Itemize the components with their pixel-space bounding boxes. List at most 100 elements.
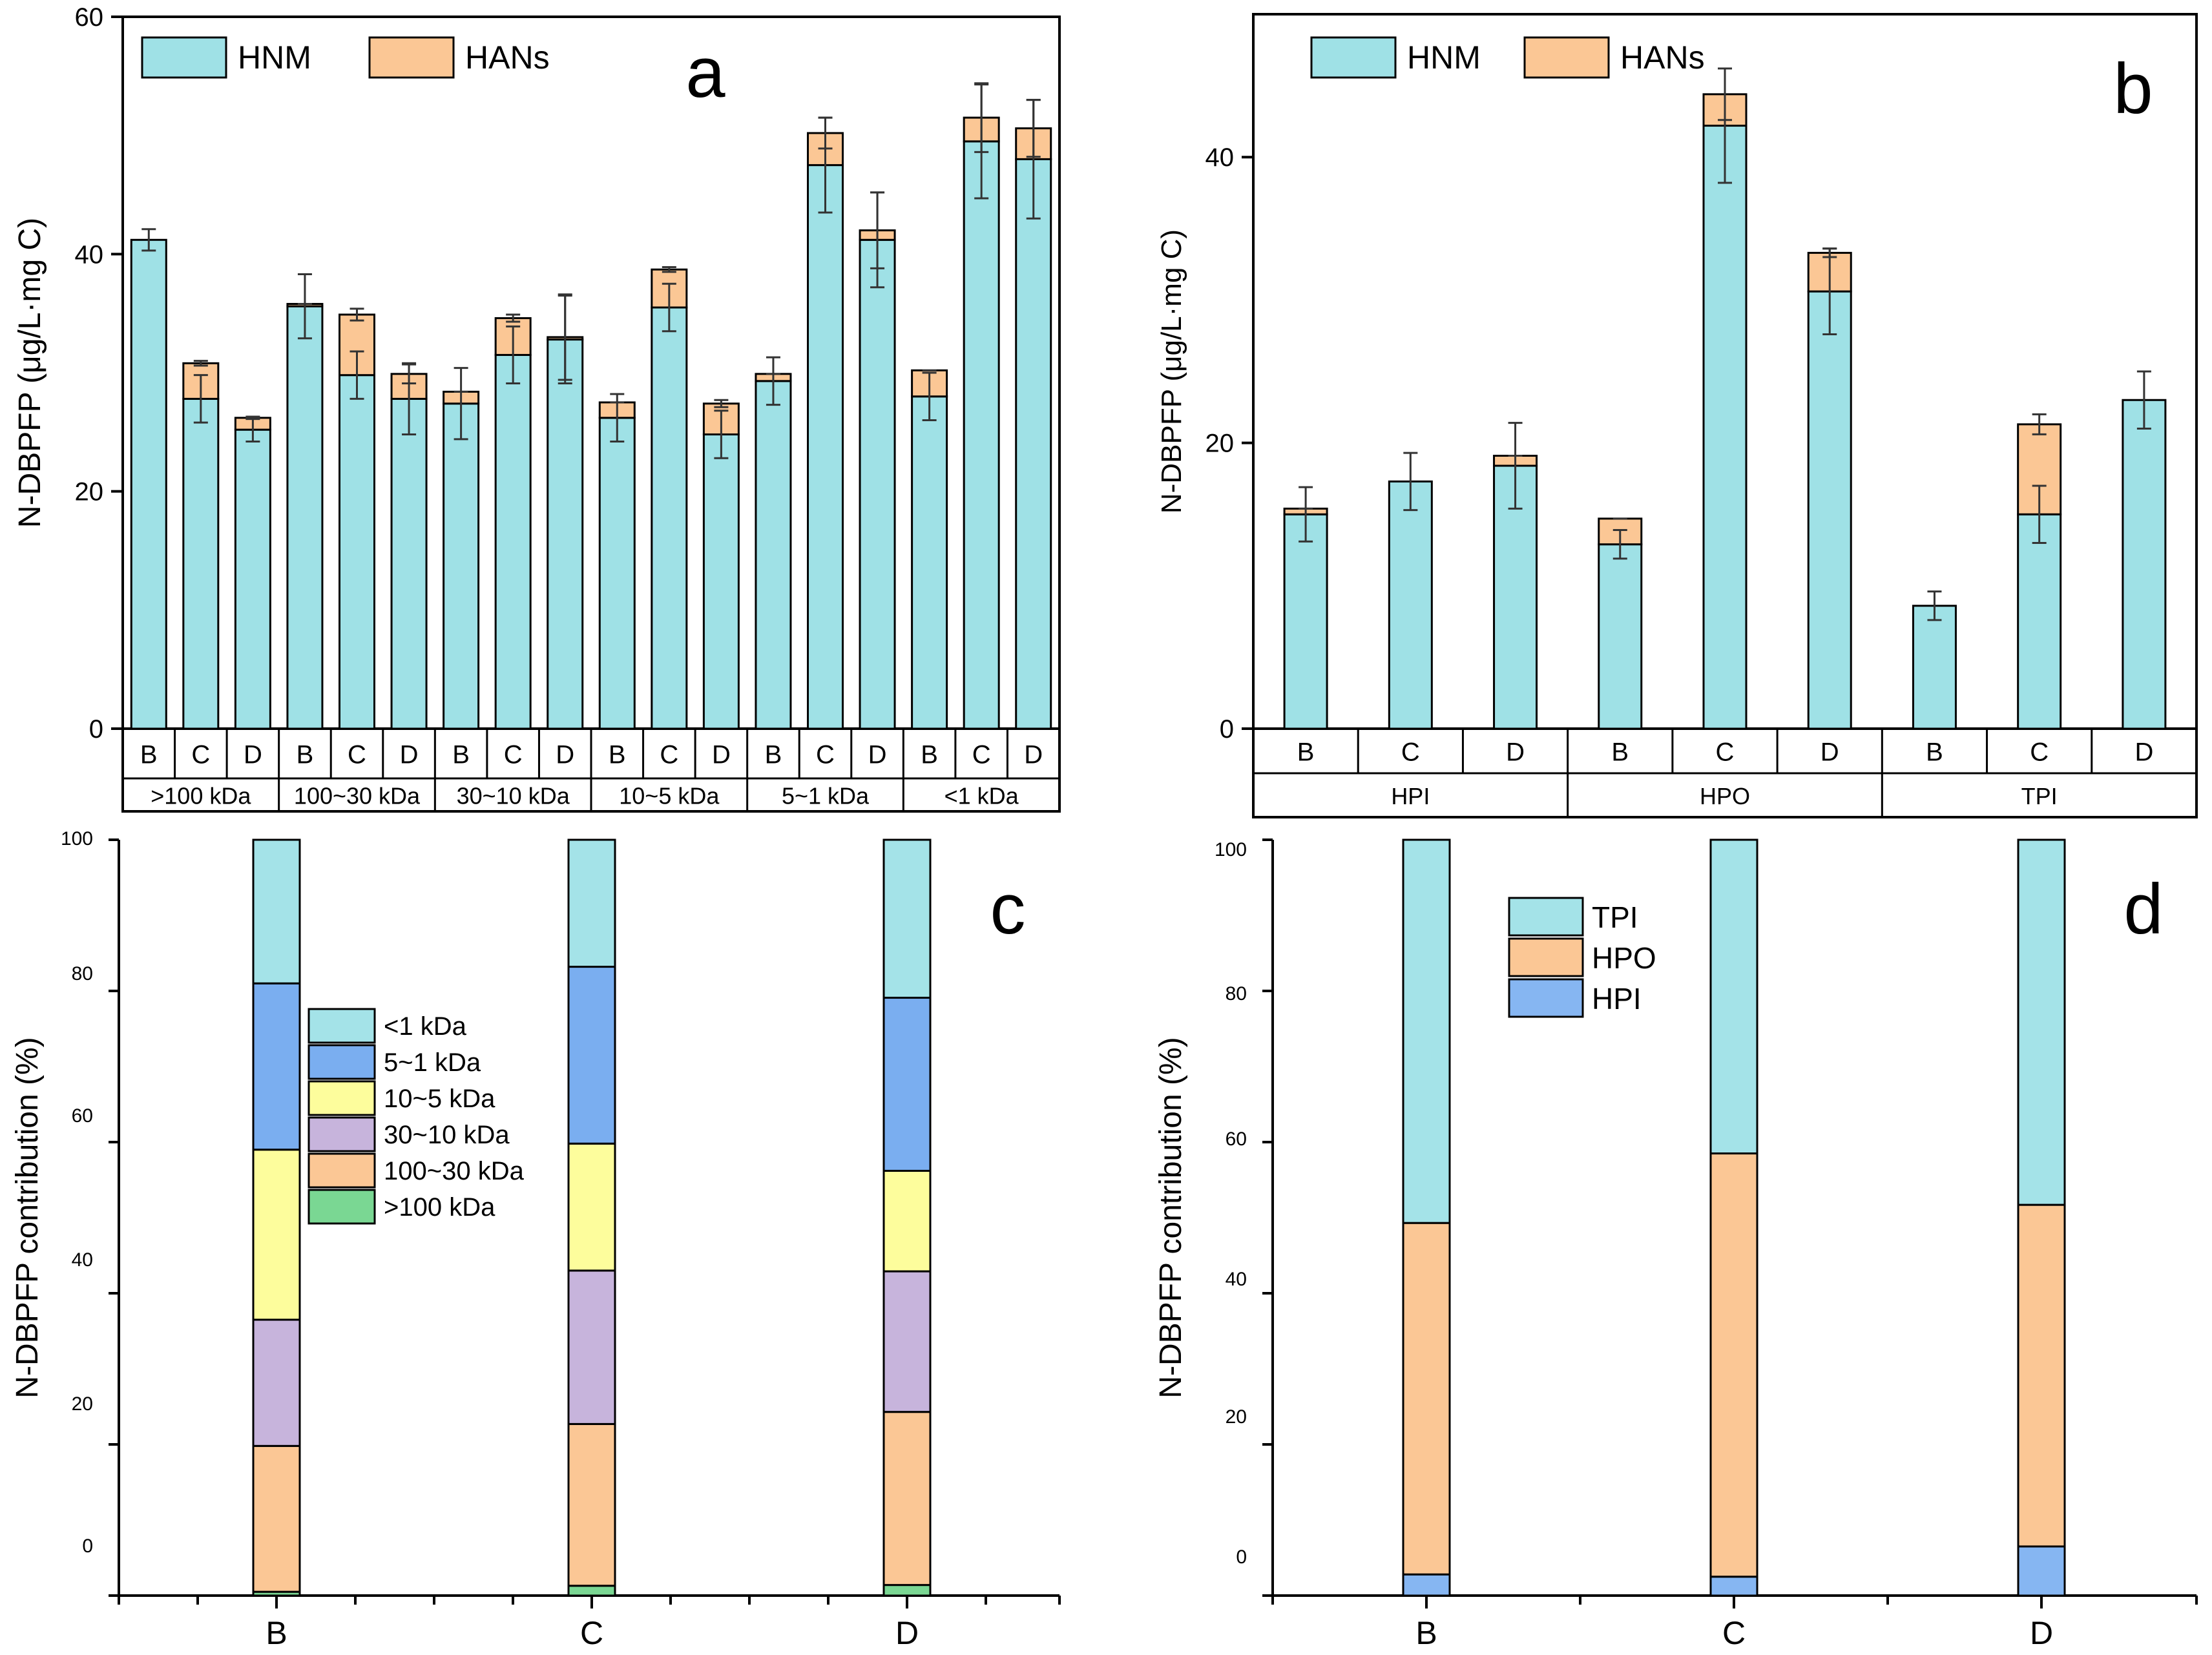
bar-segment-100-kda-d (882, 1584, 932, 1597)
panel-c-chart: 0 20 40 60 80 100 N-DBPFP contribution (%) B C D <… (10, 828, 1061, 1651)
category-label: D (244, 741, 262, 769)
bar-hnm-5-1-kda-c (807, 164, 844, 730)
category-label: D (556, 741, 574, 769)
bar-hnm-tpi-b (1912, 605, 1957, 730)
y-tick-label: 40 (1226, 1269, 1247, 1290)
category-label: B (1297, 738, 1315, 767)
y-tick-label: 60 (72, 1105, 93, 1127)
legend-swatch-hnm (141, 36, 227, 79)
y-tick-label: 40 (1205, 143, 1235, 172)
bar-hnm-hpi-c (1388, 480, 1433, 730)
legend-label-30-10-kda: 30~10 kDa (384, 1121, 510, 1149)
category-label: B (140, 741, 158, 769)
category-label: C (348, 741, 366, 769)
y-tick-label: 100 (1215, 839, 1247, 860)
bar-hnm-100-30-kda-d (390, 397, 428, 730)
bar-hnm-tpi-c (2017, 513, 2062, 730)
legend-swatch-hpi (1508, 978, 1584, 1018)
bar-segment-hpo-c (1709, 1152, 1758, 1578)
category-label: D (1821, 738, 1839, 767)
bar-hnm-5-1-kda-d (859, 238, 896, 730)
legend-swatch-hans (368, 36, 455, 79)
group-label-100-30-kda: 100~30 kDa (294, 783, 421, 809)
bar-hnm-100-kda-b (130, 238, 167, 730)
y-tick-label: 60 (75, 3, 104, 32)
group-label-hpo: HPO (1700, 783, 1750, 809)
bar-hnm-1-kda-b (911, 395, 948, 730)
category-label: C (1716, 738, 1735, 767)
y-tick-label: 20 (75, 478, 104, 506)
y-tick-label: 40 (75, 240, 104, 269)
legend-label-100-kda: >100 kDa (384, 1193, 496, 1222)
y-axis-label: N-DBPFP (μg/L·mg C) (13, 218, 47, 528)
category-label: B (921, 741, 938, 769)
bar-segment-hpo-d (2017, 1203, 2066, 1548)
legend-label-hans: HANs (1620, 39, 1705, 76)
bar-segment-100-30-kda-b (252, 1444, 301, 1593)
bar-hnm-100-kda-d (234, 428, 271, 730)
legend-label-hnm: HNM (238, 39, 311, 76)
category-label: B (452, 741, 470, 769)
bar-segment-30-10-kda-b (252, 1318, 301, 1447)
category-label: C (660, 741, 678, 769)
bar-segment-1-kda-d (882, 838, 932, 999)
y-tick-label: 20 (72, 1393, 93, 1415)
x-tick-label: D (895, 1615, 919, 1651)
y-tick-label: 0 (1236, 1546, 1247, 1568)
y-tick-label: 60 (1226, 1129, 1247, 1150)
legend-swatch-hpo (1508, 937, 1584, 977)
bar-segment-30-10-kda-c (567, 1269, 616, 1425)
legend-swatch-hans (1523, 36, 1610, 79)
y-axis-label: N-DBPFP contribution (%) (1154, 1037, 1188, 1398)
y-tick-label: 80 (1226, 983, 1247, 1004)
category-label: C (1401, 738, 1420, 767)
bar-hnm-30-10-kda-b (443, 402, 480, 730)
legend-label-10-5-kda: 10~5 kDa (384, 1085, 496, 1113)
panel-a-chart: 0 20 40 60 N-DBPFP (μg/L·mg C) >100 kDa B C D 100… (13, 3, 1061, 813)
group-label-1-kda: <1 kDa (944, 783, 1019, 809)
x-tick-label: C (1722, 1615, 1746, 1651)
bar-hnm-hpo-c (1702, 125, 1748, 730)
category-label: D (2134, 738, 2153, 767)
bar-segment-hpi-d (2017, 1545, 2066, 1597)
y-axis-label: N-DBPFP contribution (%) (10, 1037, 45, 1398)
bar-hnm-hpo-d (1807, 290, 1852, 730)
bar-hnm-hpi-b (1283, 513, 1328, 730)
group-label-10-5-kda: 10~5 kDa (619, 783, 720, 809)
legend-swatch-10-5-kda (308, 1080, 376, 1116)
legend-label-1-kda: <1 kDa (384, 1012, 467, 1041)
bar-hnm-1-kda-c (963, 140, 1000, 730)
bar-segment-10-5-kda-d (882, 1169, 932, 1273)
bar-hnm-5-1-kda-b (755, 380, 792, 730)
group-label-hpi: HPI (1391, 783, 1430, 809)
bar-segment-100-30-kda-c (567, 1422, 616, 1587)
legend-swatch-tpi (1508, 897, 1584, 937)
bar-segment-10-5-kda-b (252, 1149, 301, 1321)
bar-hnm-hpo-b (1598, 543, 1643, 730)
group-label-tpi: TPI (2021, 783, 2058, 809)
category-label: D (400, 741, 419, 769)
bar-segment-5-1-kda-c (567, 966, 616, 1145)
legend-swatch-1-kda (308, 1008, 376, 1044)
legend-swatch-100-kda (308, 1189, 376, 1225)
bar-hnm-tpi-d (2122, 399, 2167, 730)
bar-segment-hpi-c (1709, 1576, 1758, 1597)
bar-hnm-10-5-kda-d (702, 433, 740, 730)
panel-label: a (685, 33, 725, 112)
category-label: D (868, 741, 887, 769)
y-tick-label: 0 (82, 1535, 93, 1557)
bar-hnm-30-10-kda-c (494, 353, 532, 730)
category-label: C (972, 741, 991, 769)
legend-label-hnm: HNM (1407, 39, 1481, 76)
x-tick-label: B (266, 1615, 287, 1651)
category-label: C (2030, 738, 2049, 767)
bar-hnm-10-5-kda-c (651, 306, 688, 730)
legend-swatch-5-1-kda (308, 1044, 376, 1080)
category-label: B (609, 741, 626, 769)
legend-label-5-1-kda: 5~1 kDa (384, 1048, 481, 1077)
category-label: D (712, 741, 731, 769)
bar-hnm-1-kda-d (1015, 158, 1052, 730)
bar-segment-1-kda-b (252, 838, 301, 984)
group-label-5-1-kda: 5~1 kDa (782, 783, 870, 809)
